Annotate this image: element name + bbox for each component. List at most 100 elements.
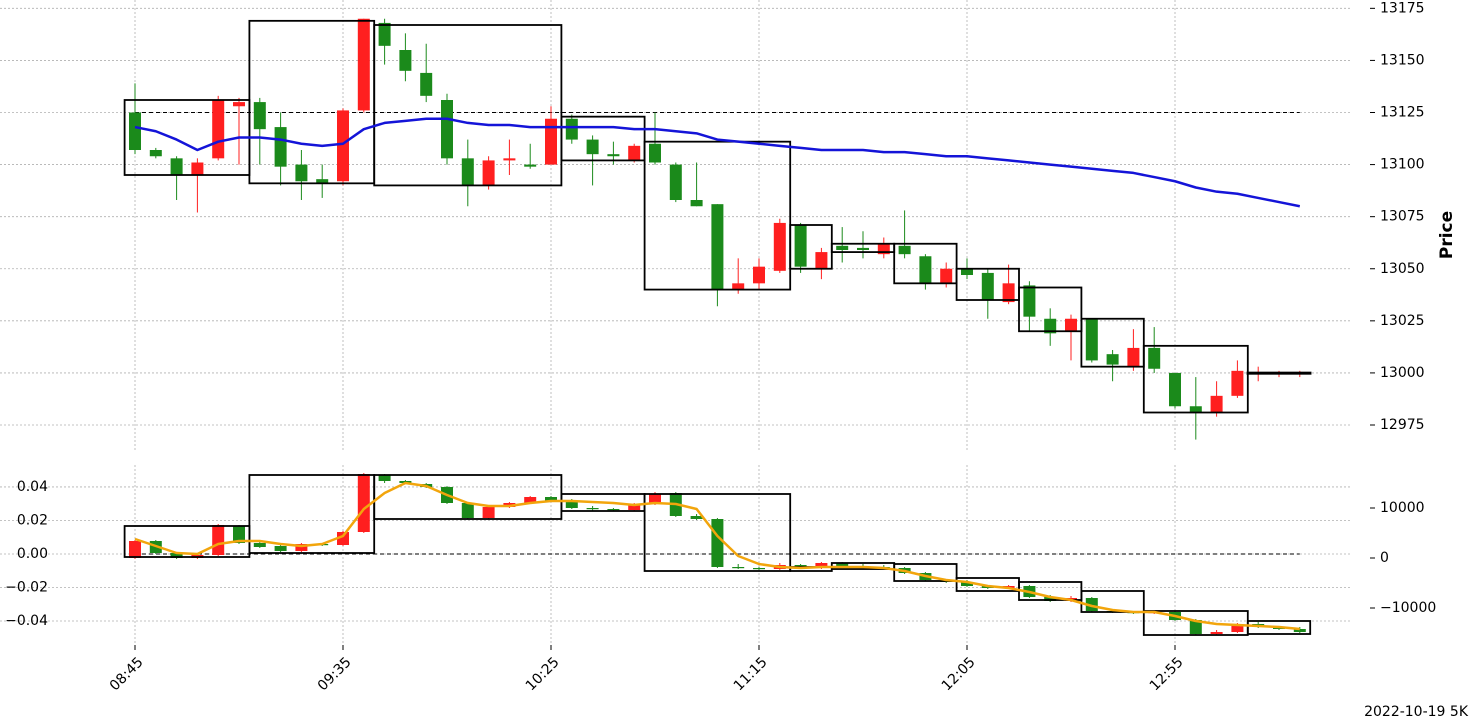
range-box — [643, 140, 792, 291]
candle-body — [1210, 395, 1223, 413]
range-box — [893, 242, 958, 285]
candle-body — [794, 225, 807, 267]
x-tick-label: 10:25 — [523, 654, 563, 694]
candle-body — [1148, 347, 1161, 369]
candle-body — [836, 245, 849, 250]
range-box — [1080, 590, 1145, 613]
y-tick-label: 13125 — [1380, 105, 1425, 121]
candle-body — [815, 252, 828, 269]
candle-body — [1023, 285, 1036, 317]
candle-body — [1044, 318, 1057, 334]
range-box — [1246, 620, 1312, 635]
candle-body — [441, 100, 453, 159]
candle-body — [545, 118, 557, 165]
y-tick-label: −0.02 — [5, 580, 48, 596]
candle-body — [1231, 624, 1244, 632]
candle-body — [1002, 283, 1015, 303]
candle-body — [274, 546, 287, 551]
y-tick-label: 13075 — [1380, 209, 1425, 225]
x-tick-label: 09:35 — [315, 654, 355, 694]
y-tick-label: 0.04 — [17, 479, 48, 495]
y2-tick-label: 10000 — [1380, 500, 1425, 516]
candle-body — [649, 143, 661, 163]
candle-body — [503, 158, 516, 161]
candle-body — [129, 541, 141, 558]
candle-body — [461, 158, 474, 186]
candle-body — [253, 543, 266, 547]
candle-body — [1127, 347, 1140, 367]
candle-body — [586, 508, 599, 510]
candle-body — [1106, 354, 1119, 365]
y-tick-label: 0.00 — [17, 546, 48, 562]
candle-body — [773, 222, 786, 271]
y-axis-label: Price — [1437, 211, 1457, 259]
candle-body — [357, 474, 370, 532]
candle-body — [253, 102, 266, 130]
candle-body — [316, 179, 329, 184]
candle-body — [337, 532, 349, 545]
candle-body — [1085, 318, 1098, 361]
y-tick-label: 13175 — [1380, 0, 1425, 16]
candle-body — [212, 525, 225, 555]
candle-body — [1231, 370, 1244, 396]
candle-body — [732, 567, 745, 569]
candle-body — [295, 544, 308, 551]
candle-body — [129, 112, 141, 150]
candle-body — [961, 268, 973, 275]
candle-body — [711, 204, 724, 290]
range-box — [1018, 286, 1083, 333]
x-tick-label: 11:15 — [731, 654, 771, 694]
range-box — [1246, 371, 1312, 375]
footnote: 2022-10-19 5K — [1364, 704, 1469, 720]
y-tick-label: −0.04 — [5, 613, 48, 629]
y-tick-label: 13025 — [1380, 313, 1425, 329]
y-tick-label: 13150 — [1380, 52, 1425, 68]
candle-body — [170, 158, 183, 175]
candle-body — [753, 568, 765, 570]
x-tick-label: 12:05 — [939, 654, 979, 694]
x-tick-label: 12:55 — [1147, 654, 1187, 694]
candle-body — [545, 497, 557, 501]
candle-body — [170, 553, 183, 558]
y-tick-label: 13050 — [1380, 261, 1425, 277]
candle-body — [836, 563, 849, 566]
y2-tick-label: 0 — [1380, 550, 1389, 566]
candle-body — [399, 50, 412, 71]
candle-body — [482, 160, 495, 186]
moving-average-line — [134, 117, 1301, 208]
candle-body — [690, 200, 703, 207]
candle-body — [233, 102, 245, 107]
range-box — [373, 24, 563, 187]
moving-average-line — [134, 481, 1300, 631]
range-box — [643, 493, 792, 572]
candle-body — [586, 139, 599, 155]
candle-body — [961, 582, 973, 586]
y-tick-label: 13100 — [1380, 157, 1425, 173]
y2-tick-label: −10000 — [1380, 600, 1436, 616]
candle-body — [212, 100, 225, 159]
candle-body — [732, 283, 745, 290]
range-box — [955, 267, 1020, 301]
candle-body — [1169, 372, 1181, 407]
candle-body — [295, 164, 308, 182]
y-tick-label: 0.02 — [17, 512, 48, 528]
candle-body — [1044, 597, 1057, 601]
range-box — [123, 99, 251, 176]
range-box — [560, 115, 646, 162]
candle-body — [649, 494, 661, 504]
candle-body — [940, 268, 953, 284]
candle-body — [378, 22, 391, 46]
candle-body — [1210, 632, 1223, 634]
candle-body — [690, 516, 703, 519]
candle-body — [815, 563, 828, 568]
candle-body — [461, 503, 474, 518]
candle-body — [607, 509, 620, 511]
range-box — [893, 563, 958, 582]
candle-body — [919, 256, 932, 284]
range-box — [1142, 344, 1249, 414]
candle-body — [628, 504, 641, 510]
candle-body — [753, 266, 765, 284]
candle-body — [607, 154, 620, 157]
candle-body — [524, 164, 537, 167]
candle-body — [1189, 620, 1202, 634]
